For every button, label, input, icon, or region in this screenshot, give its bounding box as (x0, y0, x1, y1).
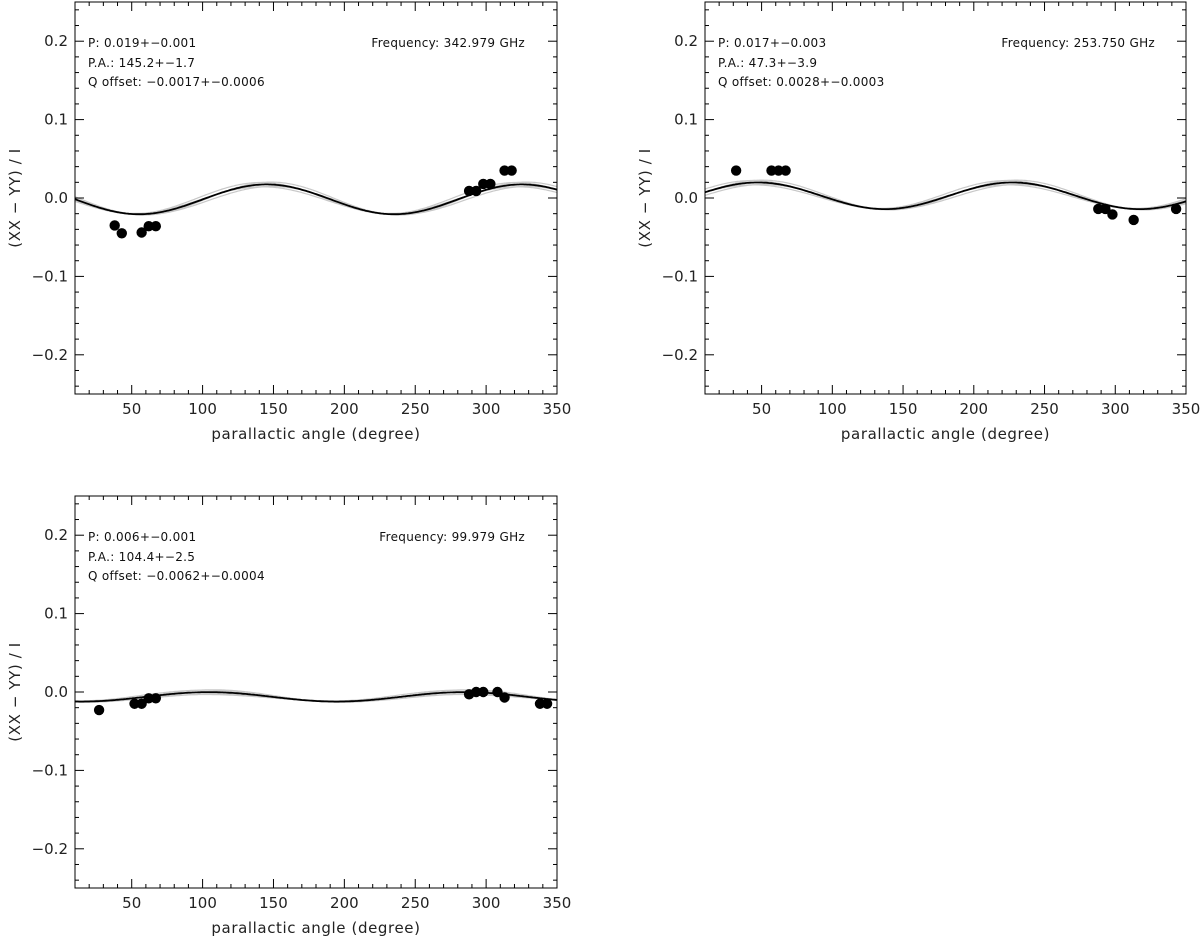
data-point (1100, 203, 1111, 215)
x-tick-label: 100 (818, 400, 847, 418)
x-tick-label: 350 (543, 400, 572, 418)
y-tick-label: −0.2 (662, 346, 698, 364)
data-point (506, 165, 517, 176)
annotation-frequency: Frequency: 342.979 GHz (371, 36, 525, 50)
x-tick-label: 350 (543, 894, 572, 912)
panel-253ghz: 50 100 150 200 250 300 350 −0.2 −0.1 0.0… (636, 1, 1200, 443)
axis-ticks (75, 2, 557, 394)
y-tick-label: 0.0 (674, 189, 698, 207)
data-points (109, 165, 517, 239)
data-point (93, 704, 105, 716)
data-point (150, 221, 162, 232)
x-tick-label: 250 (1030, 400, 1059, 418)
x-tick-label: 300 (472, 894, 501, 912)
x-tick-label: 150 (259, 400, 288, 418)
y-axis-label: (XX − YY) / I (636, 148, 654, 248)
x-tick-label: 150 (259, 894, 288, 912)
data-point (136, 698, 147, 709)
data-point (470, 185, 482, 197)
data-point (478, 686, 489, 698)
y-tick-label: 0.1 (674, 111, 698, 129)
data-point (780, 165, 791, 176)
y-tick-label: 0.1 (44, 111, 68, 129)
x-tick-label: 100 (188, 894, 217, 912)
annotation-p: P: 0.006+−0.001 (88, 530, 196, 544)
data-point (150, 693, 162, 704)
x-tick-label: 300 (472, 400, 501, 418)
y-tick-label: −0.1 (32, 267, 68, 285)
data-point (1170, 203, 1182, 215)
data-point (136, 227, 147, 238)
x-tick-label: 250 (401, 400, 430, 418)
data-point (1128, 214, 1139, 226)
data-point (730, 165, 742, 176)
annotation-frequency: Frequency: 99.979 GHz (379, 530, 525, 544)
x-tick-label: 50 (122, 400, 141, 418)
y-tick-label: 0.1 (44, 605, 68, 623)
y-tick-label: −0.2 (32, 346, 68, 364)
y-tick-label: −0.1 (32, 761, 68, 779)
panel-99ghz: 50 100 150 200 250 300 350 −0.2 −0.1 0.0… (6, 495, 572, 937)
annotation-p: P: 0.019+−0.001 (88, 36, 196, 50)
annotation-q-offset: Q offset: 0.0028+−0.0003 (718, 75, 885, 89)
data-point (499, 692, 510, 703)
x-axis-label: parallactic angle (degree) (211, 425, 420, 443)
panel-342ghz: 50 100 150 200 250 300 350 −0.2 −0.1 0.0… (6, 1, 572, 443)
annotation-pa: P.A.: 47.3+−3.9 (718, 56, 817, 70)
axis-ticks (705, 2, 1186, 394)
x-tick-label: 50 (752, 400, 771, 418)
data-points (730, 165, 1182, 226)
data-points (93, 686, 553, 716)
annotation-pa: P.A.: 104.4+−2.5 (88, 550, 195, 564)
data-point (541, 698, 553, 709)
y-tick-label: 0.2 (44, 526, 68, 544)
annotation-frequency: Frequency: 253.750 GHz (1001, 36, 1155, 50)
x-tick-label: 200 (330, 400, 359, 418)
data-point (1107, 209, 1118, 220)
data-point (116, 228, 127, 239)
x-tick-label: 350 (1172, 400, 1200, 418)
axis-ticks (75, 496, 557, 888)
y-axis-label: (XX − YY) / I (6, 642, 24, 742)
annotation-p: P: 0.017+−0.003 (718, 36, 826, 50)
y-tick-label: −0.2 (32, 840, 68, 858)
x-tick-label: 150 (889, 400, 918, 418)
annotation-q-offset: Q offset: −0.0062+−0.0004 (88, 569, 265, 583)
x-tick-label: 250 (401, 894, 430, 912)
x-tick-label: 100 (188, 400, 217, 418)
y-tick-label: 0.2 (674, 32, 698, 50)
y-tick-label: 0.2 (44, 32, 68, 50)
model-curves (704, 179, 1187, 211)
data-point (485, 178, 496, 190)
y-tick-label: 0.0 (44, 189, 68, 207)
data-point (492, 686, 503, 698)
y-axis-label: (XX − YY) / I (6, 148, 24, 248)
annotation-pa: P.A.: 145.2+−1.7 (88, 56, 195, 70)
y-tick-label: −0.1 (662, 267, 698, 285)
x-axis-label: parallactic angle (degree) (841, 425, 1050, 443)
x-tick-label: 200 (959, 400, 988, 418)
x-tick-label: 50 (122, 894, 141, 912)
y-tick-label: 0.0 (44, 683, 68, 701)
x-tick-label: 200 (330, 894, 359, 912)
annotation-q-offset: Q offset: −0.0017+−0.0006 (88, 75, 265, 89)
x-axis-label: parallactic angle (degree) (211, 919, 420, 937)
data-point (109, 220, 120, 231)
x-tick-label: 300 (1101, 400, 1130, 418)
